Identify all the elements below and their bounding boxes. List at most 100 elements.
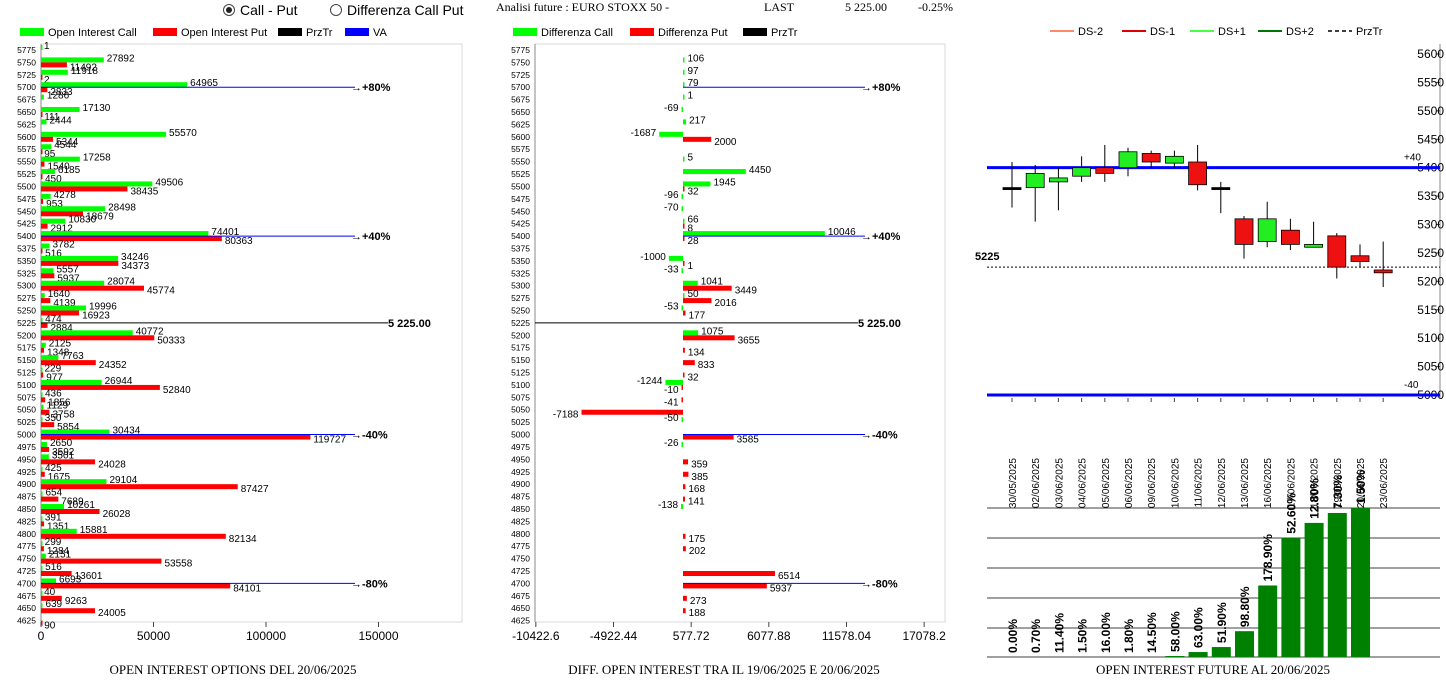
chart2-call-bar [681, 193, 683, 199]
chart1-put-label: 977 [46, 373, 63, 384]
chart1-put-bar [41, 186, 128, 192]
chart1-call-label: 11918 [71, 66, 99, 77]
chart2-put-bar [683, 285, 732, 291]
chart2-call-label: 217 [689, 115, 706, 126]
chart4-bar [1351, 508, 1370, 657]
chart2-strike-label: 5275 [511, 293, 530, 303]
chart2-put-label: 5937 [770, 583, 793, 594]
chart2-put-bar [683, 434, 734, 440]
chart2-call-label: -50 [664, 413, 679, 424]
chart1-call-label: 1 [44, 41, 50, 52]
chart1-strike-label: 5050 [17, 405, 36, 415]
chart1-call-bar [41, 156, 80, 162]
chart1-call-bar [41, 404, 44, 410]
chart1-call-bar [41, 379, 102, 385]
chart1-put-bar [41, 496, 59, 502]
chart1-call-label: 3782 [53, 239, 76, 250]
chart2-call-label: 66 [688, 215, 700, 226]
chart1-call-label: 1640 [48, 289, 71, 300]
chart2-x-tick-label: 17078.2 [902, 629, 946, 643]
chart1-call-label: 2650 [50, 438, 73, 449]
chart3-candle-body [1350, 255, 1370, 262]
chart1-call-label: 27892 [107, 53, 135, 64]
chart2-put-label: 2016 [714, 298, 737, 309]
chart1-put-label: 13601 [75, 571, 103, 582]
chart4-bar [1188, 652, 1208, 657]
chart1-strike-label: 5325 [17, 268, 36, 278]
chart3-level-label: +40 [1404, 153, 1421, 164]
chart1-call-label: 10830 [68, 215, 96, 226]
chart1-put-label: 24028 [98, 459, 126, 470]
chart2-strike-label: 5775 [511, 45, 530, 55]
chart1-put-label: 24005 [98, 608, 126, 619]
chart2-call-label: -33 [664, 264, 679, 275]
legend-swatch-0 [513, 28, 537, 36]
chart1-strike-label: 4750 [17, 554, 36, 564]
chart2-call-label: -96 [664, 190, 679, 201]
chart2-call-bar [683, 169, 746, 175]
chart1-call-label: 6185 [58, 165, 81, 176]
chart3-date-label: 03/06/2025 [1054, 458, 1065, 508]
radio-call-put[interactable]: Call - Put [223, 2, 298, 18]
chart1-put-bar [41, 161, 45, 167]
chart1-put-label: 1284 [47, 546, 70, 557]
chart2-call-label: -69 [664, 103, 679, 114]
chart1-put-label: 87427 [241, 484, 269, 495]
chart1-call-bar [41, 541, 43, 547]
chart2-put-bar [683, 223, 685, 229]
chart1-strike-label: 5425 [17, 219, 36, 229]
chart4-bar-label: 1.50% [1076, 619, 1090, 653]
chart2-va-label: →+80% [861, 82, 901, 94]
chart1-strike-label: 5475 [17, 194, 36, 204]
chart2-call-bar [683, 231, 825, 237]
chart1-call-label: 299 [45, 537, 62, 548]
chart1-put-bar [41, 484, 238, 490]
chart2-put-bar [683, 298, 712, 304]
chart1-call-label: 40 [44, 587, 56, 598]
chart3-date-label: 16/06/2025 [1263, 458, 1274, 508]
chart3-candle-body [1072, 167, 1091, 177]
chart2-strike-label: 5325 [511, 268, 530, 278]
chart1-call-bar [41, 268, 54, 274]
chart2-call-bar [681, 268, 683, 274]
chart2-call-bar [681, 305, 683, 311]
chart1-put-label: 450 [45, 174, 62, 185]
chart1-put-bar [41, 174, 43, 180]
chart2-put-bar [683, 608, 686, 614]
chart2-title: DIFF. OPEN INTEREST TRA IL 19/06/2025 E … [568, 662, 880, 677]
chart4-bar [1165, 656, 1185, 657]
chart2-put-bar [683, 471, 689, 477]
chart2-put-label: -7188 [553, 410, 579, 421]
legend-label-3: VA [373, 27, 388, 39]
chart2-put-label: 175 [688, 534, 705, 545]
chart2-call-label: -138 [658, 500, 678, 511]
chart1-put-label: 3758 [52, 410, 75, 421]
chart2-call-label: 97 [688, 66, 700, 77]
chart2-strike-label: 5600 [511, 132, 530, 142]
chart2-strike-label: 5175 [511, 343, 530, 353]
chart1-call-bar [41, 231, 209, 237]
radio-differenza[interactable]: Differenza Call Put [330, 2, 463, 18]
chart2-x-tick-label: 577.72 [673, 629, 710, 643]
chart1-call-bar [41, 144, 52, 150]
chart2-put-label: 32 [688, 186, 700, 197]
chart3-candle-body [1049, 177, 1068, 183]
legend-label-0: DS-2 [1078, 26, 1103, 38]
chart1-call-bar [41, 528, 77, 534]
chart3-date-label: 17/06/2025 [1286, 458, 1297, 508]
chart2-call-bar [683, 82, 685, 88]
chart2-strike-label: 5300 [511, 281, 530, 291]
chart4-bar-label: 12.80% [1308, 478, 1322, 519]
chart1-call-label: 391 [45, 512, 62, 523]
chart3-candle-body [1118, 151, 1138, 169]
chart1-va-label: →+80% [351, 82, 391, 94]
chart2-put-bar [683, 335, 735, 341]
chart1-call-bar [41, 503, 65, 509]
chart2-strike-label: 5250 [511, 306, 530, 316]
chart2-strike-label: 5725 [511, 70, 530, 80]
chart2-put-bar [683, 571, 775, 577]
chart2-call-bar [668, 255, 683, 261]
chart1-strike-label: 5300 [17, 281, 36, 291]
chart2-call-bar [683, 119, 687, 125]
